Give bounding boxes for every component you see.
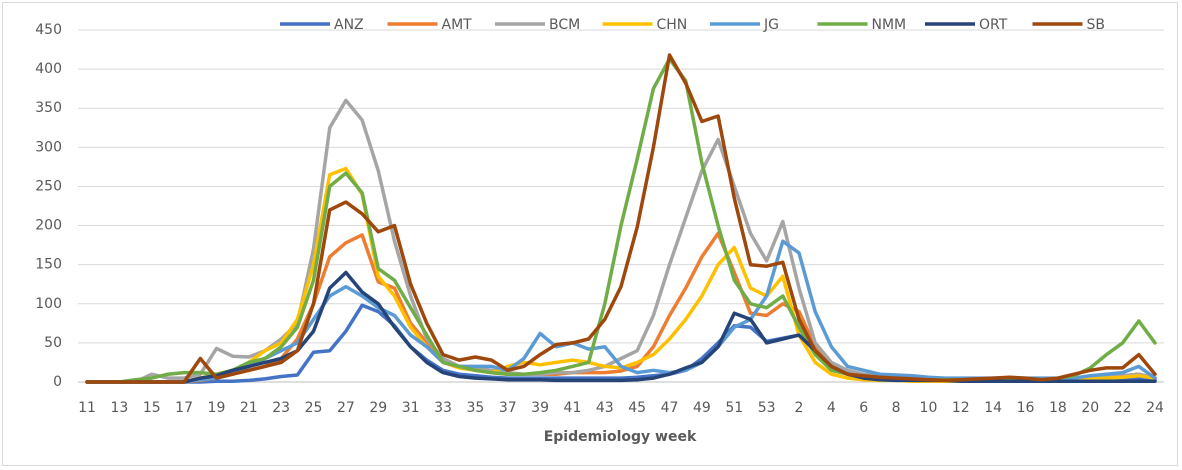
y-tick-label: 400 (35, 61, 62, 77)
x-tick-label: 51 (725, 400, 743, 416)
x-tick-label: 43 (596, 400, 614, 416)
legend-label: BCM (549, 17, 580, 33)
y-tick-label: 450 (35, 22, 62, 38)
x-tick-label: 21 (240, 400, 258, 416)
series-line (85, 53, 1157, 384)
x-tick-label: 29 (369, 400, 387, 416)
legend-label: ORT (979, 17, 1008, 33)
x-tick-label: 15 (143, 400, 161, 416)
y-tick-label: 100 (35, 296, 62, 312)
y-tick-label: 250 (35, 178, 62, 194)
y-tick-label: 150 (35, 257, 62, 273)
x-tick-label: 6 (859, 400, 868, 416)
x-axis-label: Epidemiology week (544, 429, 697, 445)
y-tick-label: 350 (35, 100, 62, 116)
y-tick-label: 0 (53, 374, 62, 390)
x-tick-label: 23 (272, 400, 290, 416)
x-tick-label: 19 (208, 400, 226, 416)
x-tick-label: 10 (920, 400, 938, 416)
legend-label: NMM (872, 17, 907, 33)
x-tick-label: 47 (661, 400, 679, 416)
legend-label: ANZ (334, 17, 364, 33)
legend-label: CHN (657, 17, 688, 33)
legend-label: JG (763, 17, 779, 33)
x-tick-label: 12 (952, 400, 970, 416)
x-tick-label: 13 (110, 400, 128, 416)
x-tick-label: 18 (1049, 400, 1067, 416)
x-tick-label: 49 (693, 400, 711, 416)
y-tick-label: 300 (35, 139, 62, 155)
x-tick-label: 37 (499, 400, 517, 416)
x-tick-label: 33 (434, 400, 452, 416)
x-tick-label: 24 (1146, 400, 1164, 416)
legend-label: AMT (442, 17, 473, 33)
y-tick-label: 50 (44, 335, 62, 351)
x-tick-label: 17 (175, 400, 193, 416)
x-tick-label: 35 (466, 400, 484, 416)
legend-label: SB (1087, 17, 1106, 33)
x-tick-label: 16 (1017, 400, 1035, 416)
x-tick-label: 45 (628, 400, 646, 416)
x-tick-label: 31 (402, 400, 420, 416)
x-tick-label: 41 (564, 400, 582, 416)
x-tick-label: 11 (78, 400, 96, 416)
x-tick-label: 39 (531, 400, 549, 416)
series-line (85, 270, 1157, 384)
x-tick-label: 53 (758, 400, 776, 416)
x-tick-label: 25 (305, 400, 323, 416)
x-tick-label: 27 (337, 400, 355, 416)
x-tick-label: 14 (984, 400, 1002, 416)
x-tick-label: 22 (1114, 400, 1132, 416)
x-tick-label: 2 (795, 400, 804, 416)
x-tick-label: 20 (1081, 400, 1099, 416)
x-tick-label: 4 (827, 400, 836, 416)
x-tick-label: 8 (892, 400, 901, 416)
y-tick-label: 200 (35, 218, 62, 234)
